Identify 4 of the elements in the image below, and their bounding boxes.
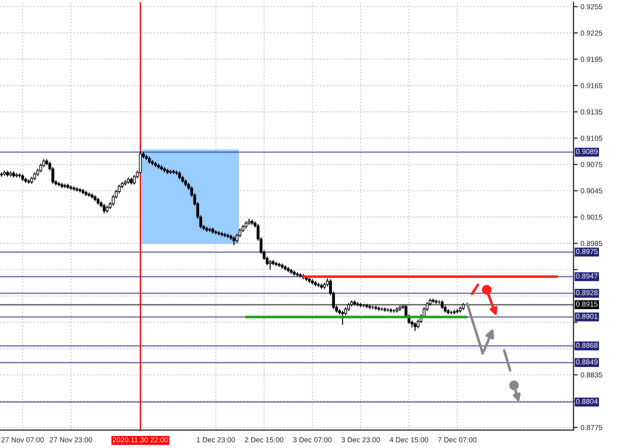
candlestick: [102, 203, 106, 214]
candlestick: [268, 260, 272, 270]
candlestick: [341, 310, 344, 326]
candlestick: [138, 150, 142, 175]
